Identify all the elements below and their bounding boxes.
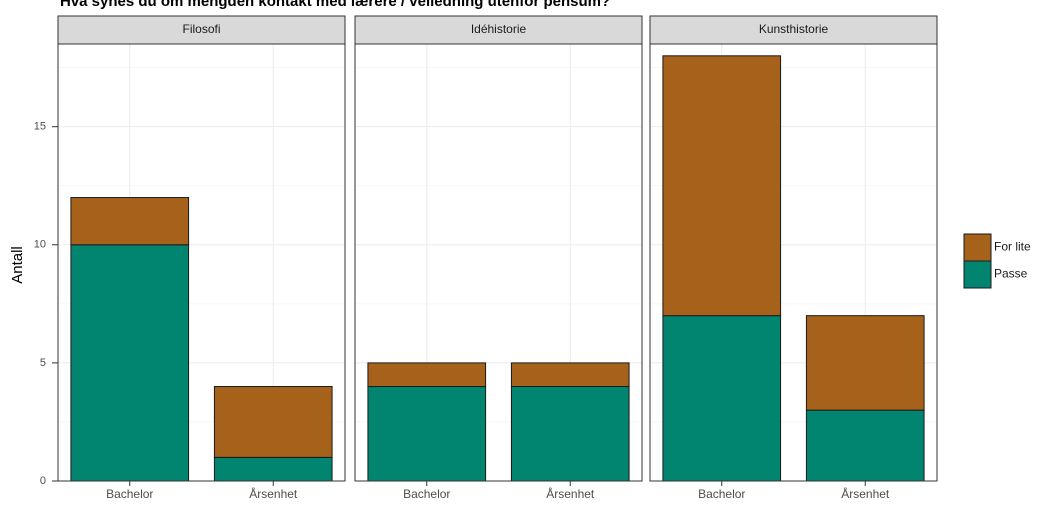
facet-strip-label: Kunsthistorie xyxy=(759,22,829,36)
bar-segment-passe xyxy=(70,244,190,482)
facet-strip xyxy=(649,15,938,45)
bar-segment-for-lite xyxy=(662,55,782,317)
bar-segment-for-lite xyxy=(805,315,925,411)
bar-segment-for-lite xyxy=(70,197,190,246)
facet-strip xyxy=(354,15,643,45)
x-tick-label: Årsenhet xyxy=(249,486,298,501)
facet-panel: Kunsthistorie Bachelor Årsenhet xyxy=(649,15,938,501)
bar-segment-for-lite xyxy=(510,362,630,388)
bar-segment-passe xyxy=(805,409,925,482)
bar-segment-passe xyxy=(510,386,630,482)
facet-panel: Idéhistorie Bachelor Årsenhet xyxy=(354,15,643,501)
panel-border xyxy=(57,43,346,482)
y-tick-label: 10 xyxy=(34,239,46,251)
x-tick-label: Bachelor xyxy=(106,487,153,501)
x-tick-label: Bachelor xyxy=(698,487,745,501)
legend-label: Passe xyxy=(994,267,1028,281)
facet-panel: Filosofi Bachelor Årsenhet xyxy=(57,15,346,501)
bar-segment-passe xyxy=(662,315,782,482)
facet-strip xyxy=(57,15,346,45)
bar-segment-for-lite xyxy=(213,386,333,458)
y-tick-label: 15 xyxy=(34,121,46,133)
bar-segment-passe xyxy=(213,456,333,482)
x-tick-label: Årsenhet xyxy=(841,486,890,501)
panel-border xyxy=(354,43,643,482)
y-axis-title: Antall xyxy=(9,246,26,284)
legend-key xyxy=(963,260,992,289)
y-tick-label: 0 xyxy=(40,475,46,487)
bar-segment-for-lite xyxy=(367,362,487,388)
chart-title: Hva synes du om mengden kontakt med lære… xyxy=(60,0,610,10)
y-tick-label: 5 xyxy=(40,357,46,369)
x-tick-label: Årsenhet xyxy=(546,486,595,501)
x-tick-label: Bachelor xyxy=(403,487,450,501)
legend-key xyxy=(963,233,992,262)
bar-segment-passe xyxy=(367,386,487,482)
facet-strip-label: Idéhistorie xyxy=(471,22,527,36)
legend-label: For lite xyxy=(994,240,1031,254)
facet-strip-label: Filosofi xyxy=(182,22,220,36)
panel-border xyxy=(649,43,938,482)
